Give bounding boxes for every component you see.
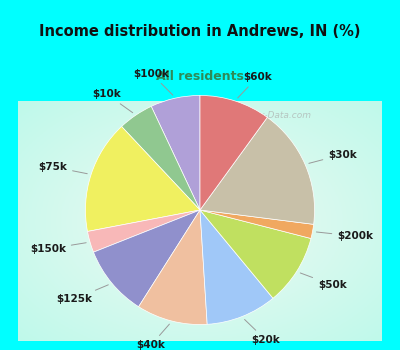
Wedge shape: [200, 210, 314, 238]
Text: $150k: $150k: [30, 243, 86, 254]
Text: $100k: $100k: [134, 69, 173, 95]
Wedge shape: [200, 210, 311, 298]
Text: $60k: $60k: [238, 72, 272, 98]
Text: $200k: $200k: [316, 231, 373, 241]
Text: Income distribution in Andrews, IN (%): Income distribution in Andrews, IN (%): [39, 24, 361, 39]
Wedge shape: [200, 117, 314, 224]
Wedge shape: [94, 210, 200, 307]
Text: $10k: $10k: [93, 89, 133, 113]
Text: $75k: $75k: [38, 162, 87, 174]
Text: $20k: $20k: [244, 320, 280, 345]
Wedge shape: [200, 96, 267, 210]
Wedge shape: [88, 210, 200, 252]
Text: All residents: All residents: [156, 70, 244, 83]
Wedge shape: [139, 210, 207, 324]
Text: $40k: $40k: [136, 324, 169, 350]
Wedge shape: [122, 106, 200, 210]
Text: $125k: $125k: [56, 285, 108, 304]
Wedge shape: [200, 210, 273, 324]
Text: City-Data.com: City-Data.com: [248, 111, 312, 120]
Text: $50k: $50k: [300, 273, 347, 290]
Wedge shape: [86, 126, 200, 231]
Text: $30k: $30k: [309, 149, 357, 163]
Wedge shape: [151, 96, 200, 210]
